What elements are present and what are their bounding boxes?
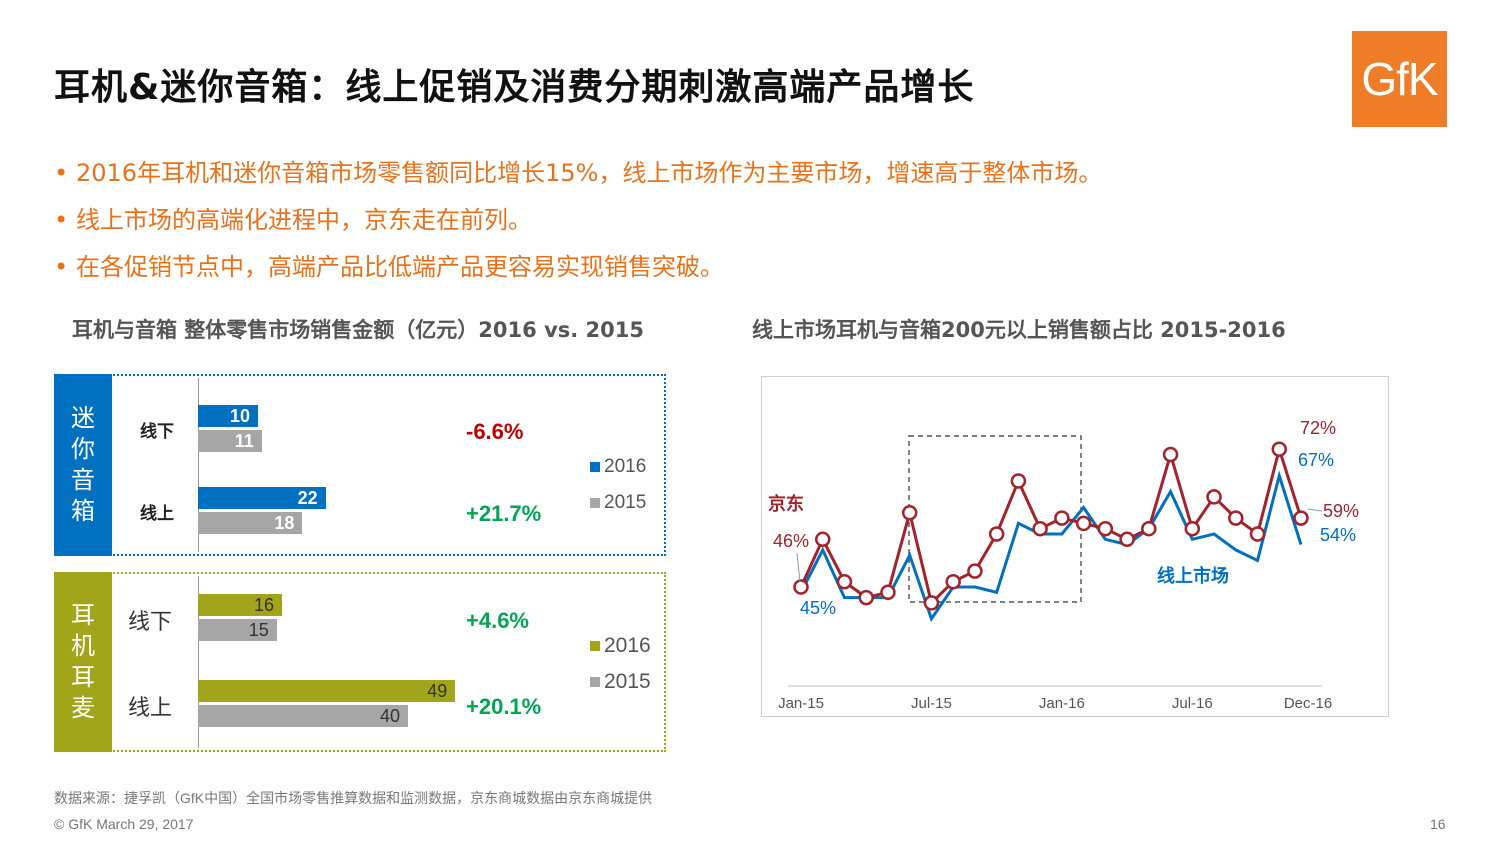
- panel-group-char: 音: [71, 466, 95, 494]
- panel-group-label: 耳机耳麦: [54, 572, 112, 752]
- category-label: 线上: [128, 696, 173, 721]
- line-chart-frame: [761, 376, 1389, 717]
- page-number: 16: [1430, 816, 1446, 832]
- legend-text: 2015: [604, 492, 647, 513]
- category-label: 线下: [128, 610, 173, 635]
- bar-value: 18: [274, 513, 295, 533]
- legend-swatch: [590, 461, 600, 472]
- bar-2016: [198, 405, 258, 427]
- copyright-text: © GfK March 29, 2017: [54, 816, 194, 832]
- category-label: 线上: [140, 504, 174, 524]
- bar-value: 22: [297, 488, 318, 508]
- page-title: 耳机&迷你音箱：线上促销及消费分期刺激高端产品增长: [54, 67, 975, 108]
- bullet-text: 线上市场的高端化进程中，京东走在前列。: [76, 206, 532, 234]
- legend-2016: 2016: [590, 634, 651, 658]
- panel-group-char: 机: [71, 632, 95, 660]
- panel-group-char: 你: [71, 435, 95, 463]
- bar-axis: [198, 576, 199, 748]
- panel-group-char: 迷: [71, 404, 95, 432]
- bullet-mark: •: [54, 159, 69, 187]
- legend-text: 2016: [604, 456, 647, 477]
- line-chart-title: 线上市场耳机与音箱200元以上销售额占比 2015-2016: [752, 318, 1286, 342]
- bar-2015: [198, 430, 262, 452]
- bullet-list: • 2016年耳机和迷你音箱市场零售额同比增长15%，线上市场作为主要市场，增速高…: [54, 154, 1102, 295]
- bullet-item: • 在各促销节点中，高端产品比低端产品更容易实现销售突破。: [54, 248, 1102, 295]
- panel-group-char: 麦: [71, 694, 95, 722]
- legend-swatch: [590, 497, 600, 508]
- gfk-logo: GfK: [1352, 31, 1447, 127]
- growth-label: +20.1%: [466, 694, 542, 719]
- legend-2016: 2016: [590, 456, 646, 478]
- bullet-text: 在各促销节点中，高端产品比低端产品更容易实现销售突破。: [76, 253, 724, 281]
- legend-2015: 2015: [590, 492, 646, 514]
- bar-2015: [198, 705, 408, 727]
- growth-label: -6.6%: [466, 419, 524, 444]
- panel-border: [54, 374, 666, 556]
- legend-swatch: [590, 677, 600, 688]
- legend-text: 2016: [604, 634, 651, 657]
- legend-2015: 2015: [590, 670, 651, 694]
- legend-text: 2015: [604, 670, 651, 693]
- bullet-text: 2016年耳机和迷你音箱市场零售额同比增长15%，线上市场作为主要市场，增速高于…: [76, 159, 1103, 187]
- bar-value: 10: [229, 406, 250, 426]
- bar-2016: [198, 487, 326, 509]
- bar-value: 40: [379, 706, 400, 726]
- bar-2015: [198, 619, 277, 641]
- panel-group-label: 迷你音箱: [54, 374, 112, 556]
- bar-chart-title: 耳机与音箱 整体零售市场销售金额（亿元）2016 vs. 2015: [72, 318, 644, 342]
- category-label: 线下: [140, 422, 174, 442]
- bar-value: 16: [253, 595, 274, 615]
- panel-group-char: 箱: [71, 497, 95, 525]
- growth-label: +4.6%: [466, 608, 529, 633]
- bullet-mark: •: [54, 253, 69, 281]
- growth-label: +21.7%: [466, 501, 542, 526]
- bar-2016: [198, 680, 456, 702]
- bullet-mark: •: [54, 206, 69, 234]
- legend-swatch: [590, 641, 600, 652]
- bar-2016: [198, 594, 282, 616]
- bar-value: 11: [234, 431, 254, 451]
- bar-value: 15: [248, 620, 269, 640]
- panel-group-char: 耳: [71, 601, 95, 629]
- bar-axis: [198, 378, 199, 552]
- source-note: 数据来源：捷孚凯（GfK中国）全国市场零售推算数据和监测数据，京东商城数据由京东…: [54, 790, 653, 806]
- bullet-item: • 2016年耳机和迷你音箱市场零售额同比增长15%，线上市场作为主要市场，增速高…: [54, 154, 1102, 201]
- bar-value: 49: [427, 681, 448, 701]
- bar-2015: [198, 512, 303, 534]
- panel-group-char: 耳: [71, 663, 95, 691]
- bullet-item: • 线上市场的高端化进程中，京东走在前列。: [54, 201, 1102, 248]
